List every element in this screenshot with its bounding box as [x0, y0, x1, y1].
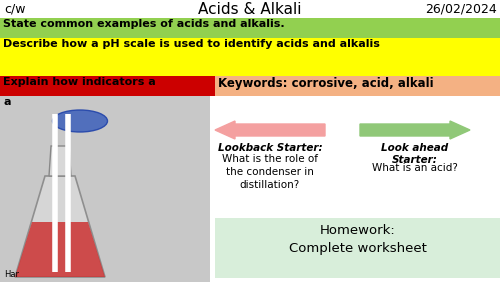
FancyBboxPatch shape	[0, 76, 215, 96]
Text: Lookback Starter:: Lookback Starter:	[218, 143, 322, 153]
FancyBboxPatch shape	[0, 96, 210, 282]
FancyBboxPatch shape	[215, 76, 500, 96]
Text: Describe how a pH scale is used to identify acids and alkalis: Describe how a pH scale is used to ident…	[3, 39, 380, 49]
Text: State common examples of acids and alkalis.: State common examples of acids and alkal…	[3, 19, 284, 29]
Text: Keywords: corrosive, acid, alkali: Keywords: corrosive, acid, alkali	[218, 77, 434, 90]
Ellipse shape	[52, 110, 108, 132]
Text: 26/02/2024: 26/02/2024	[425, 2, 497, 15]
Polygon shape	[49, 146, 71, 176]
FancyArrow shape	[360, 121, 470, 139]
FancyBboxPatch shape	[0, 18, 500, 38]
FancyBboxPatch shape	[0, 96, 30, 116]
FancyBboxPatch shape	[0, 38, 500, 76]
Text: What is an acid?: What is an acid?	[372, 163, 458, 173]
Text: Look ahead
Starter:: Look ahead Starter:	[382, 143, 448, 165]
FancyBboxPatch shape	[215, 218, 500, 278]
Text: What is the role of
the condenser in
distillation?: What is the role of the condenser in dis…	[222, 154, 318, 190]
Polygon shape	[15, 222, 105, 277]
Text: Acids & Alkali: Acids & Alkali	[198, 2, 302, 17]
Text: a: a	[3, 97, 10, 107]
Text: Explain how indicators a: Explain how indicators a	[3, 77, 156, 87]
Text: Har: Har	[4, 270, 19, 279]
Text: Homework:
Complete worksheet: Homework: Complete worksheet	[288, 224, 426, 255]
FancyArrow shape	[215, 121, 325, 139]
Text: c/w: c/w	[4, 2, 26, 15]
Polygon shape	[15, 176, 105, 277]
